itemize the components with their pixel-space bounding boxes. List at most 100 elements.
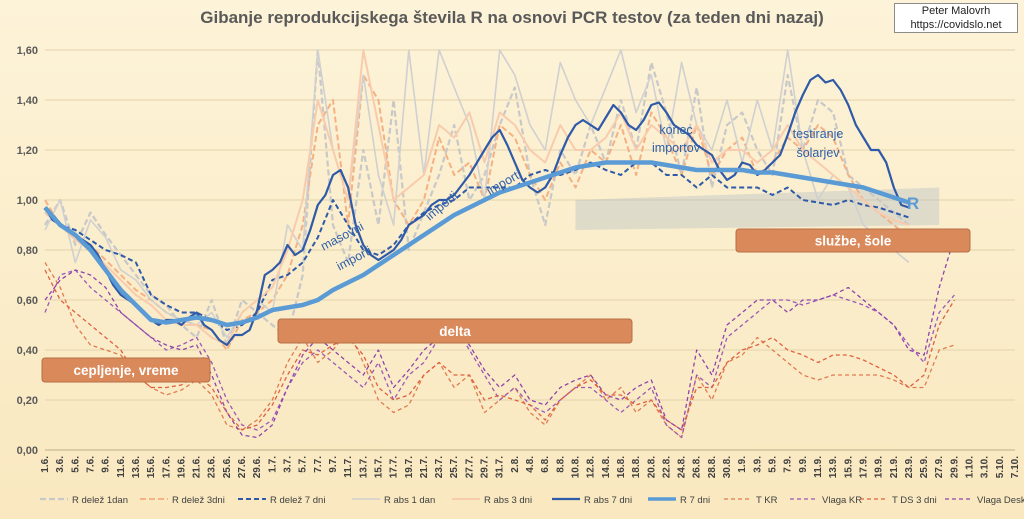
x-tick-label: 2.8. xyxy=(510,456,521,473)
x-tick-label: 11.7. xyxy=(343,456,354,478)
x-tick-label: 12.8. xyxy=(586,456,597,478)
credit-box: Peter Malovrh https://covidslo.net xyxy=(894,3,1018,33)
x-tick-label: 23.6. xyxy=(207,456,218,478)
x-tick-label: 14.8. xyxy=(601,456,612,478)
x-tick-label: 28.8. xyxy=(707,456,718,478)
x-tick-label: 31.7. xyxy=(495,456,506,478)
x-tick-label: 5.6. xyxy=(70,456,81,473)
x-tick-label: 29.9. xyxy=(949,456,960,478)
x-tick-label: 29.7. xyxy=(480,456,491,478)
annotation-konec-importov: importov xyxy=(652,141,701,155)
x-tick-label: 27.7. xyxy=(464,456,475,478)
label-delta-box xyxy=(277,318,633,344)
x-tick-label: 20.8. xyxy=(646,456,657,478)
x-tick-label: 17.6. xyxy=(161,456,172,478)
x-tick-label: 10.8. xyxy=(570,456,581,478)
legend-entry: T KR xyxy=(756,495,778,506)
y-tick-label: 1,20 xyxy=(17,145,38,157)
legend-entry: Vlaga Deskle xyxy=(977,495,1024,506)
legend-entry: R abs 7 dni xyxy=(584,495,632,506)
x-tick-label: 1.7. xyxy=(267,456,278,473)
x-tick-label: 27.9. xyxy=(934,456,945,478)
credit-url: https://covidslo.net xyxy=(910,19,1002,31)
y-tick-label: 1,60 xyxy=(17,45,38,57)
x-tick-label: 1.9. xyxy=(737,456,748,473)
legend-entry: T DS 3 dni xyxy=(892,495,937,506)
y-tick-label: 0,40 xyxy=(17,345,38,357)
label-cepljenje-label: cepljenje, vreme xyxy=(73,363,179,378)
annotation-konec: konec xyxy=(659,123,692,137)
x-tick-label: 3.6. xyxy=(55,456,66,473)
legend-entry: Vlaga KR xyxy=(822,495,862,506)
y-tick-label: 1,40 xyxy=(17,95,38,107)
series-line-vlaga-kr xyxy=(44,269,955,439)
x-tick-label: 22.8. xyxy=(661,456,672,478)
x-tick-label: 5.9. xyxy=(768,456,779,473)
annotation-testiranje: testiranje xyxy=(793,127,844,141)
x-tick-label: 15.7. xyxy=(373,456,384,478)
x-tick-label: 16.8. xyxy=(616,456,627,478)
y-tick-label: 1,00 xyxy=(17,195,38,207)
x-tick-label: 18.8. xyxy=(631,456,642,478)
annotation-masovni-importi: importi xyxy=(334,243,374,273)
x-tick-label: 5.7. xyxy=(298,456,309,473)
label-cepljenje-box xyxy=(41,357,211,383)
x-tick-label: 23.7. xyxy=(434,456,445,478)
annotation-importi-1: importi xyxy=(423,189,461,224)
x-tick-label: 17.7. xyxy=(389,456,400,478)
x-tick-label: 11.9. xyxy=(813,456,824,478)
annotation-r-label: R xyxy=(907,194,919,213)
x-tick-label: 7.9. xyxy=(783,456,794,473)
x-tick-label: 13.6. xyxy=(131,456,142,478)
x-tick-label: 13.9. xyxy=(828,456,839,478)
x-tick-label: 6.8. xyxy=(540,456,551,473)
y-tick-label: 0,00 xyxy=(17,445,38,457)
x-tick-label: 25.6. xyxy=(222,456,233,478)
x-tick-label: 21.9. xyxy=(889,456,900,478)
x-tick-label: 30.8. xyxy=(722,456,733,478)
x-tick-label: 21.7. xyxy=(419,456,430,478)
x-tick-label: 8.8. xyxy=(555,456,566,473)
legend-entry: R 7 dni xyxy=(680,495,710,506)
legend-entry: R abs 3 dni xyxy=(484,495,532,506)
x-tick-label: 11.6. xyxy=(116,456,127,478)
legend-entry: R abs 1 dan xyxy=(384,495,435,506)
label-delta-label: delta xyxy=(439,324,471,339)
x-tick-label: 25.9. xyxy=(919,456,930,478)
x-tick-label: 3.9. xyxy=(752,456,763,473)
series-line-vlaga-deskle xyxy=(44,237,956,439)
label-sluzbe-box xyxy=(735,228,971,253)
x-tick-label: 5.10. xyxy=(995,456,1006,478)
label-sluzbe-label: službe, šole xyxy=(815,234,892,249)
x-tick-label: 3.10. xyxy=(980,456,991,478)
x-tick-label: 26.8. xyxy=(692,456,703,478)
x-tick-label: 24.8. xyxy=(677,456,688,478)
x-tick-label: 25.7. xyxy=(449,456,460,478)
series-line-r-abs-3-dni xyxy=(44,49,910,346)
x-tick-label: 7.6. xyxy=(85,456,96,473)
x-tick-label: 21.6. xyxy=(192,456,203,478)
x-tick-label: 7.10. xyxy=(1010,456,1021,478)
x-tick-label: 19.6. xyxy=(176,456,187,478)
x-tick-label: 7.7. xyxy=(313,456,324,473)
legend-entry: R delež 7 dni xyxy=(270,495,325,506)
x-tick-label: 29.6. xyxy=(252,456,263,478)
x-tick-label: 17.9. xyxy=(858,456,869,478)
x-tick-label: 9.6. xyxy=(101,456,112,473)
annotation-solarjev: šolarjev xyxy=(796,146,840,160)
series-line-r-7-dni xyxy=(43,160,910,328)
x-tick-label: 3.7. xyxy=(283,456,294,473)
x-tick-label: 9.9. xyxy=(798,456,809,473)
series-line-r-dele-7-dni xyxy=(44,161,910,331)
x-tick-label: 15.6. xyxy=(146,456,157,478)
confidence-band xyxy=(575,187,940,230)
chart-title: Gibanje reprodukcijskega števila R na os… xyxy=(200,8,824,27)
legend-entry: R delež 3dni xyxy=(172,495,225,506)
x-tick-label: 1.6. xyxy=(40,456,51,473)
legend-entry: R delež 1dan xyxy=(72,495,128,506)
x-tick-label: 1.10. xyxy=(965,456,976,478)
y-tick-label: 0,60 xyxy=(17,295,38,307)
x-tick-label: 27.6. xyxy=(237,456,248,478)
